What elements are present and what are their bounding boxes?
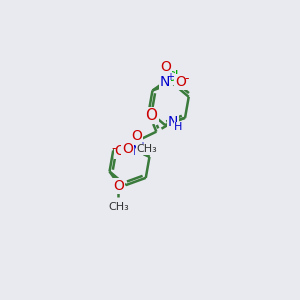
Text: N: N <box>160 75 170 89</box>
Text: O: O <box>115 144 126 158</box>
Text: +: + <box>166 72 174 82</box>
Text: +: + <box>138 141 146 151</box>
Text: O: O <box>160 60 171 74</box>
Text: O: O <box>113 179 124 193</box>
Text: O: O <box>176 75 186 89</box>
Text: O: O <box>122 142 133 156</box>
Text: O: O <box>131 129 142 143</box>
Text: -: - <box>184 72 189 86</box>
Text: CH₃: CH₃ <box>136 144 157 154</box>
Text: -: - <box>111 142 116 155</box>
Text: O: O <box>145 108 157 123</box>
Text: N: N <box>132 144 142 158</box>
Text: N: N <box>168 115 178 129</box>
Text: Cl: Cl <box>166 70 179 84</box>
Text: H: H <box>174 122 182 132</box>
Text: CH₃: CH₃ <box>108 202 129 212</box>
